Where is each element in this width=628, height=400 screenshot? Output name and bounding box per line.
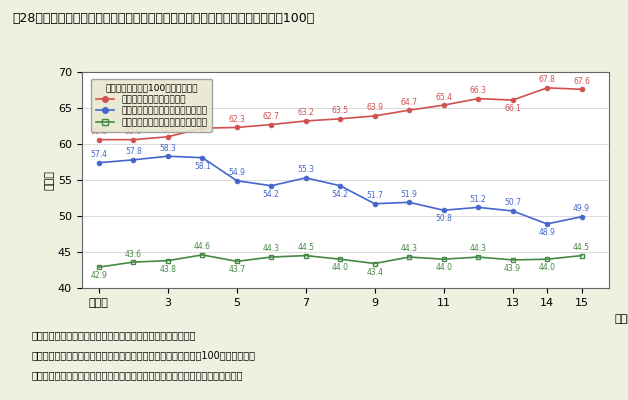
Text: 44.3: 44.3: [263, 244, 279, 254]
Text: 43.4: 43.4: [366, 268, 383, 277]
Text: 62.2: 62.2: [194, 116, 210, 125]
Text: 63.9: 63.9: [366, 103, 383, 112]
Text: 49.9: 49.9: [573, 204, 590, 213]
Text: 43.7: 43.7: [229, 266, 246, 274]
Text: 51.2: 51.2: [470, 195, 487, 204]
Y-axis label: （％）: （％）: [45, 170, 55, 190]
Text: 55.3: 55.3: [297, 165, 314, 174]
Text: 57.4: 57.4: [90, 150, 107, 159]
Text: 67.6: 67.6: [573, 77, 590, 86]
Text: 42.9: 42.9: [90, 271, 107, 280]
Legend: 女性一般労働者の給与水準, 男性パートタイム労働者の給与水準, 女性パートタイム労働者の給与水準: 女性一般労働者の給与水準, 男性パートタイム労働者の給与水準, 女性パートタイム…: [92, 79, 212, 132]
Text: 分の１時間当たり平均所定内給与額の水準を算出したものである。: 分の１時間当たり平均所定内給与額の水準を算出したものである。: [31, 370, 243, 380]
Text: 58.3: 58.3: [160, 144, 176, 153]
Text: 63.5: 63.5: [332, 106, 349, 115]
Text: 51.7: 51.7: [366, 191, 383, 200]
Text: 58.1: 58.1: [194, 162, 210, 171]
Text: 54.2: 54.2: [332, 190, 349, 199]
Text: 第28図　労働者の１時間当たり平均所定内給与格差の推移（男性一般労働者＝100）: 第28図 労働者の１時間当たり平均所定内給与格差の推移（男性一般労働者＝100）: [13, 12, 315, 25]
Text: 60.6: 60.6: [125, 127, 142, 136]
Text: 44.3: 44.3: [470, 244, 487, 254]
Text: 65.4: 65.4: [435, 92, 452, 102]
Text: 62.3: 62.3: [229, 115, 245, 124]
Text: 64.7: 64.7: [401, 98, 418, 107]
Text: （年）: （年）: [614, 314, 628, 324]
Text: 66.3: 66.3: [470, 86, 487, 95]
Text: 44.0: 44.0: [539, 263, 556, 272]
Text: 48.9: 48.9: [539, 228, 556, 237]
Text: 51.9: 51.9: [401, 190, 418, 199]
Text: （備考）１．厕生労働省「賃金構造基本統計調査」より作成。: （備考）１．厕生労働省「賃金構造基本統計調査」より作成。: [31, 330, 196, 340]
Text: 43.6: 43.6: [125, 250, 142, 258]
Text: 63.2: 63.2: [297, 108, 314, 118]
Text: 50.7: 50.7: [504, 198, 521, 208]
Text: 44.6: 44.6: [194, 242, 211, 251]
Text: 60.6: 60.6: [90, 127, 107, 136]
Text: 43.9: 43.9: [504, 264, 521, 273]
Text: 57.8: 57.8: [125, 147, 142, 156]
Text: 61.0: 61.0: [160, 124, 176, 133]
Text: 44.0: 44.0: [332, 263, 349, 272]
Text: 44.5: 44.5: [573, 243, 590, 252]
Text: 54.2: 54.2: [263, 190, 279, 199]
Text: 54.9: 54.9: [229, 168, 246, 177]
Text: ２．男性一般労働者の１時間当たり平均所定内給与額を100として，各区: ２．男性一般労働者の１時間当たり平均所定内給与額を100として，各区: [31, 350, 256, 360]
Text: 50.8: 50.8: [435, 214, 452, 223]
Text: 62.7: 62.7: [263, 112, 279, 121]
Text: 44.3: 44.3: [401, 244, 418, 254]
Text: 44.0: 44.0: [435, 263, 452, 272]
Text: 43.8: 43.8: [160, 265, 176, 274]
Text: 66.1: 66.1: [504, 104, 521, 113]
Text: 44.5: 44.5: [297, 243, 314, 252]
Text: 67.8: 67.8: [539, 75, 556, 84]
